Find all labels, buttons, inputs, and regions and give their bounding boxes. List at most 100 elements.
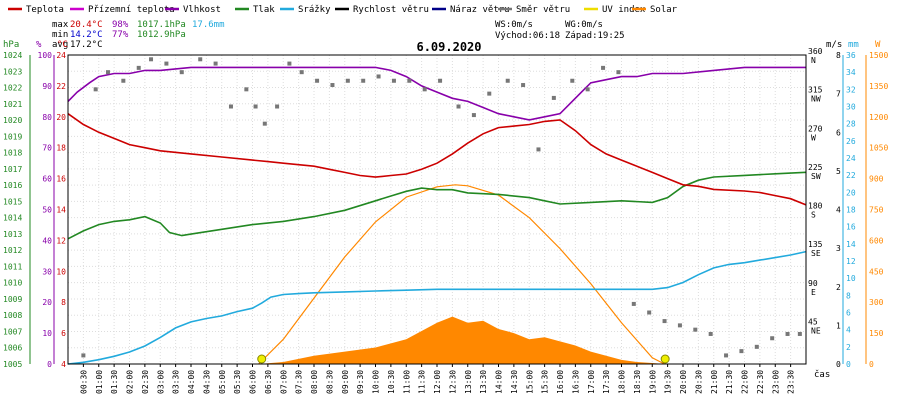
time-tick-34: 17:30 — [602, 370, 611, 394]
wind-direction-point-10 — [228, 104, 233, 109]
axis-title-hpa: hPa — [3, 40, 19, 50]
time-tick-37: 19:00 — [648, 370, 657, 394]
direction-compass-tick-1: NW — [811, 95, 821, 104]
axis-title-ms: m/s — [826, 40, 842, 50]
wind-direction-point-6 — [164, 61, 169, 66]
time-tick-9: 05:00 — [218, 370, 227, 394]
legend-label-0: Teplota — [26, 5, 64, 15]
humidity-tick-3: 70 — [42, 144, 52, 153]
rain-tick-10: 20 — [846, 188, 856, 197]
wind-direction-point-11 — [244, 87, 249, 92]
rain-tick-1: 2 — [846, 343, 851, 352]
time-tick-32: 16:30 — [571, 370, 580, 394]
axis-title-time: čas — [814, 369, 830, 380]
time-tick-7: 04:00 — [187, 370, 196, 394]
time-tick-8: 04:30 — [202, 370, 211, 394]
time-tick-42: 21:30 — [725, 370, 734, 394]
wind-direction-point-24 — [422, 87, 427, 92]
rain-tick-17: 34 — [846, 68, 856, 77]
temperature-tick-6: 12 — [56, 236, 66, 245]
time-tick-40: 20:30 — [694, 370, 703, 394]
direction-degree-tick-2: 270 — [808, 124, 823, 133]
wind-direction-point-34 — [585, 87, 590, 92]
wind-direction-point-48 — [797, 331, 802, 336]
wind-direction-point-20 — [361, 78, 366, 83]
solar-tick-6: 900 — [869, 175, 884, 184]
wind-direction-point-21 — [376, 74, 381, 79]
wind-tick-3: 3 — [836, 244, 841, 253]
humidity-tick-4: 60 — [42, 175, 52, 184]
wind-direction-point-13 — [262, 121, 267, 126]
pressure-tick-2: 1022 — [3, 84, 22, 93]
series-solar-actual-area — [258, 316, 665, 364]
wind-direction-point-19 — [345, 78, 350, 83]
wind-direction-point-36 — [616, 70, 621, 75]
temperature-tick-9: 6 — [61, 329, 66, 338]
solar-tick-1: 150 — [869, 329, 884, 338]
sunset-marker — [660, 354, 670, 364]
pressure-tick-10: 1014 — [3, 214, 22, 223]
series-solar-theoretical-line — [258, 184, 665, 365]
wind-direction-point-3 — [121, 78, 126, 83]
direction-degree-tick-3: 225 — [808, 163, 823, 172]
temperature-tick-2: 20 — [56, 113, 66, 122]
rain-tick-12: 24 — [846, 154, 856, 163]
rain-tick-7: 14 — [846, 240, 856, 249]
time-tick-26: 13:30 — [479, 370, 488, 394]
direction-degree-tick-5: 135 — [808, 240, 823, 249]
wind-direction-point-7 — [179, 70, 184, 75]
info-wind-gust: WG:0m/s — [565, 20, 603, 30]
legend-label-1: Přízemní teplota — [88, 5, 175, 15]
wind-tick-7: 7 — [836, 90, 841, 99]
wind-direction-point-2 — [105, 70, 110, 75]
wind-direction-point-23 — [407, 78, 412, 83]
wind-direction-point-1 — [93, 87, 98, 92]
wind-direction-point-32 — [551, 95, 556, 100]
wind-direction-point-15 — [287, 61, 292, 66]
pressure-tick-11: 1013 — [3, 230, 22, 239]
legend-label-2: Vlhkost — [183, 5, 221, 15]
time-tick-4: 02:30 — [141, 370, 150, 394]
stats-min-label: min — [52, 30, 68, 40]
solar-tick-10: 1500 — [869, 51, 888, 60]
stats-max-rain: 17.6mm — [192, 20, 225, 30]
wind-direction-point-14 — [275, 104, 280, 109]
rain-tick-9: 18 — [846, 206, 856, 215]
humidity-tick-1: 90 — [42, 82, 52, 91]
pressure-tick-5: 1019 — [3, 132, 22, 141]
wind-direction-point-30 — [521, 83, 526, 88]
wind-direction-point-5 — [149, 57, 154, 62]
wind-direction-point-41 — [693, 327, 698, 332]
time-tick-21: 11:00 — [402, 370, 411, 394]
rain-tick-14: 28 — [846, 120, 856, 129]
sunrise-marker — [257, 354, 267, 364]
solar-tick-5: 750 — [869, 206, 884, 215]
wind-direction-point-29 — [505, 78, 510, 83]
time-tick-1: 01:00 — [95, 370, 104, 394]
humidity-tick-2: 80 — [42, 113, 52, 122]
time-tick-6: 03:30 — [172, 370, 181, 394]
legend-label-9: Solar — [650, 5, 678, 15]
legend-label-6: Náraz větru — [450, 5, 510, 15]
humidity-tick-6: 40 — [42, 236, 52, 245]
wind-direction-point-12 — [253, 104, 258, 109]
time-tick-35: 18:00 — [618, 370, 627, 394]
time-tick-11: 06:00 — [249, 370, 258, 394]
temperature-tick-8: 8 — [61, 298, 66, 307]
wind-direction-point-17 — [315, 78, 320, 83]
time-tick-30: 15:30 — [541, 370, 550, 394]
direction-degree-tick-7: 45 — [808, 317, 818, 326]
humidity-tick-5: 50 — [42, 206, 52, 215]
stats-min-temp: 14.2°C — [70, 30, 103, 40]
wind-direction-point-33 — [570, 78, 575, 83]
info-sunset: Západ:19:25 — [565, 31, 625, 41]
wind-tick-2: 2 — [836, 283, 841, 292]
axes: 1024102310221021102010191018101710161015… — [3, 47, 888, 394]
direction-compass-tick-7: NE — [811, 326, 821, 335]
time-tick-13: 07:00 — [279, 370, 288, 394]
info-sunrise: Východ:06:18 — [495, 31, 560, 41]
pressure-tick-9: 1015 — [3, 197, 22, 206]
time-tick-36: 18:30 — [633, 370, 642, 394]
humidity-tick-0: 100 — [38, 51, 53, 60]
